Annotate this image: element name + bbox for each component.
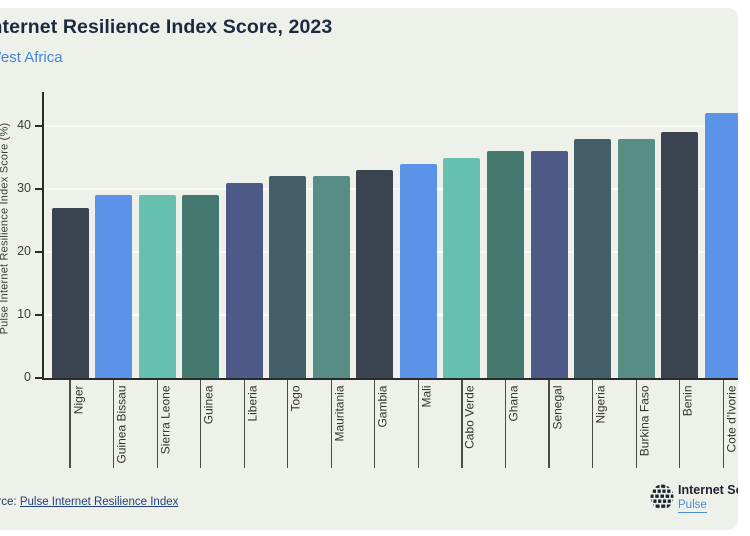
x-axis-label-cote-d-ivorie: Cote d'Ivorie bbox=[724, 385, 738, 452]
y-tick-mark-40 bbox=[35, 125, 42, 127]
bar-mali bbox=[399, 163, 437, 378]
source-link[interactable]: Pulse Internet Resilience Index bbox=[19, 496, 179, 508]
bar-togo bbox=[269, 176, 307, 378]
x-axis-label-niger: Niger bbox=[71, 385, 85, 414]
x-tick-line-niger bbox=[69, 380, 71, 468]
bar-niger bbox=[51, 207, 89, 378]
y-tick-mark-20 bbox=[35, 251, 42, 253]
logo-pulse-link[interactable]: Pulse bbox=[678, 499, 707, 513]
x-axis-line bbox=[42, 377, 738, 380]
chart-panel: Internet Resilience Index Score, 2023 We… bbox=[0, 8, 738, 530]
x-axis-label-mali: Mali bbox=[419, 385, 434, 408]
y-tick-mark-10 bbox=[35, 314, 42, 316]
x-tick-line-mauritania bbox=[330, 380, 332, 468]
x-tick-line-guinea-bissau bbox=[112, 380, 115, 468]
x-tick-line-nigeria bbox=[592, 380, 594, 468]
x-axis-label-guinea: Guinea bbox=[201, 385, 216, 424]
x-axis-label-cabo-verde: Cabo Verde bbox=[462, 385, 477, 449]
source-line: Source: Pulse Internet Resilience Index bbox=[0, 496, 178, 508]
y-axis-line bbox=[42, 92, 44, 380]
y-tick-label-30: 30 bbox=[17, 181, 31, 195]
bar-gambia bbox=[356, 170, 394, 378]
bar-mauritania bbox=[312, 176, 350, 378]
x-tick-line-liberia bbox=[243, 380, 245, 468]
y-tick-label-0: 0 bbox=[24, 370, 31, 384]
x-axis-label-nigeria: Nigeria bbox=[593, 385, 608, 424]
gridline-40 bbox=[44, 125, 738, 127]
x-tick-line-sierra-leone bbox=[156, 380, 158, 468]
globe-icon bbox=[650, 484, 674, 515]
bar-sierra-leone bbox=[138, 195, 176, 378]
x-tick-line-gambia bbox=[374, 380, 376, 468]
x-axis-label-burkina-faso: Burkina Faso bbox=[637, 385, 652, 456]
bar-cote-d-ivorie bbox=[704, 113, 738, 378]
x-axis-label-liberia: Liberia bbox=[245, 385, 260, 422]
bar-senegal bbox=[530, 151, 568, 378]
bar-guinea-bissau bbox=[95, 195, 133, 378]
x-tick-line-cote-d-ivorie bbox=[722, 380, 724, 468]
x-tick-line-ghana bbox=[504, 380, 507, 468]
y-tick-label-20: 20 bbox=[17, 244, 31, 258]
x-tick-line-benin bbox=[679, 380, 681, 468]
bar-benin bbox=[661, 132, 699, 378]
bar-ghana bbox=[487, 151, 524, 378]
x-axis-label-ghana: Ghana bbox=[506, 385, 521, 422]
x-tick-line-senegal bbox=[548, 380, 550, 468]
x-tick-line-togo bbox=[287, 380, 289, 468]
bar-nigeria bbox=[574, 138, 612, 378]
chart-title: Internet Resilience Index Score, 2023 bbox=[0, 16, 333, 38]
x-axis-label-togo: Togo bbox=[288, 385, 303, 412]
y-tick-label-10: 10 bbox=[17, 307, 31, 321]
x-axis-label-benin: Benin bbox=[680, 385, 695, 416]
x-axis-label-senegal: Senegal bbox=[550, 385, 565, 430]
logo-title: Internet Society bbox=[678, 483, 738, 497]
y-tick-mark-0 bbox=[35, 377, 42, 379]
x-tick-line-guinea bbox=[200, 380, 202, 468]
bar-cabo-verde bbox=[443, 157, 481, 378]
x-tick-line-cabo-verde bbox=[461, 380, 463, 468]
chart-subtitle: West Africa bbox=[0, 49, 63, 66]
y-tick-label-40: 40 bbox=[17, 118, 31, 132]
internet-society-pulse-logo: Internet Society Pulse bbox=[650, 480, 738, 520]
x-axis-label-mauritania: Mauritania bbox=[332, 385, 347, 442]
x-axis-label-sierra-leone: Sierra Leone bbox=[158, 385, 173, 454]
x-axis-label-gambia: Gambia bbox=[375, 385, 390, 428]
y-tick-mark-30 bbox=[35, 188, 42, 190]
bar-guinea bbox=[182, 195, 220, 378]
bar-burkina-faso bbox=[617, 138, 655, 378]
x-axis-label-guinea-bissau: Guinea Bissau bbox=[114, 385, 129, 464]
bar-liberia bbox=[225, 182, 263, 378]
source-prefix: Source: bbox=[0, 496, 17, 508]
x-tick-line-burkina-faso bbox=[635, 380, 637, 468]
x-tick-line-mali bbox=[417, 380, 419, 468]
